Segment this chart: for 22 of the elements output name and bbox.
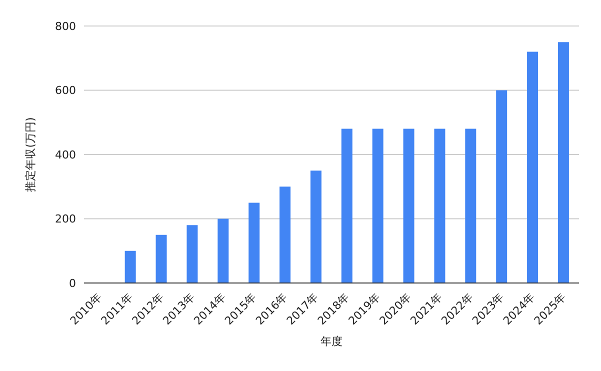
y-tick-label: 0 <box>69 276 76 290</box>
bar <box>341 128 352 283</box>
y-tick-label: 800 <box>55 20 76 33</box>
bar <box>403 128 414 283</box>
y-tick-label: 600 <box>55 84 76 98</box>
bar <box>434 128 446 283</box>
y-tick-label: 200 <box>55 212 76 226</box>
bar <box>372 128 384 283</box>
bar <box>248 202 260 283</box>
bar <box>218 218 229 283</box>
y-axis-title: 推定年収(万円) <box>24 117 37 192</box>
bar <box>156 234 167 283</box>
bar <box>527 52 538 283</box>
bar <box>310 170 322 283</box>
x-axis-title: 年度 <box>320 335 342 348</box>
bar <box>496 90 508 283</box>
bar <box>124 250 136 283</box>
bar <box>558 42 569 283</box>
bar <box>465 128 476 283</box>
bar <box>186 225 198 283</box>
y-tick-label: 400 <box>55 148 76 162</box>
bar <box>280 186 291 283</box>
